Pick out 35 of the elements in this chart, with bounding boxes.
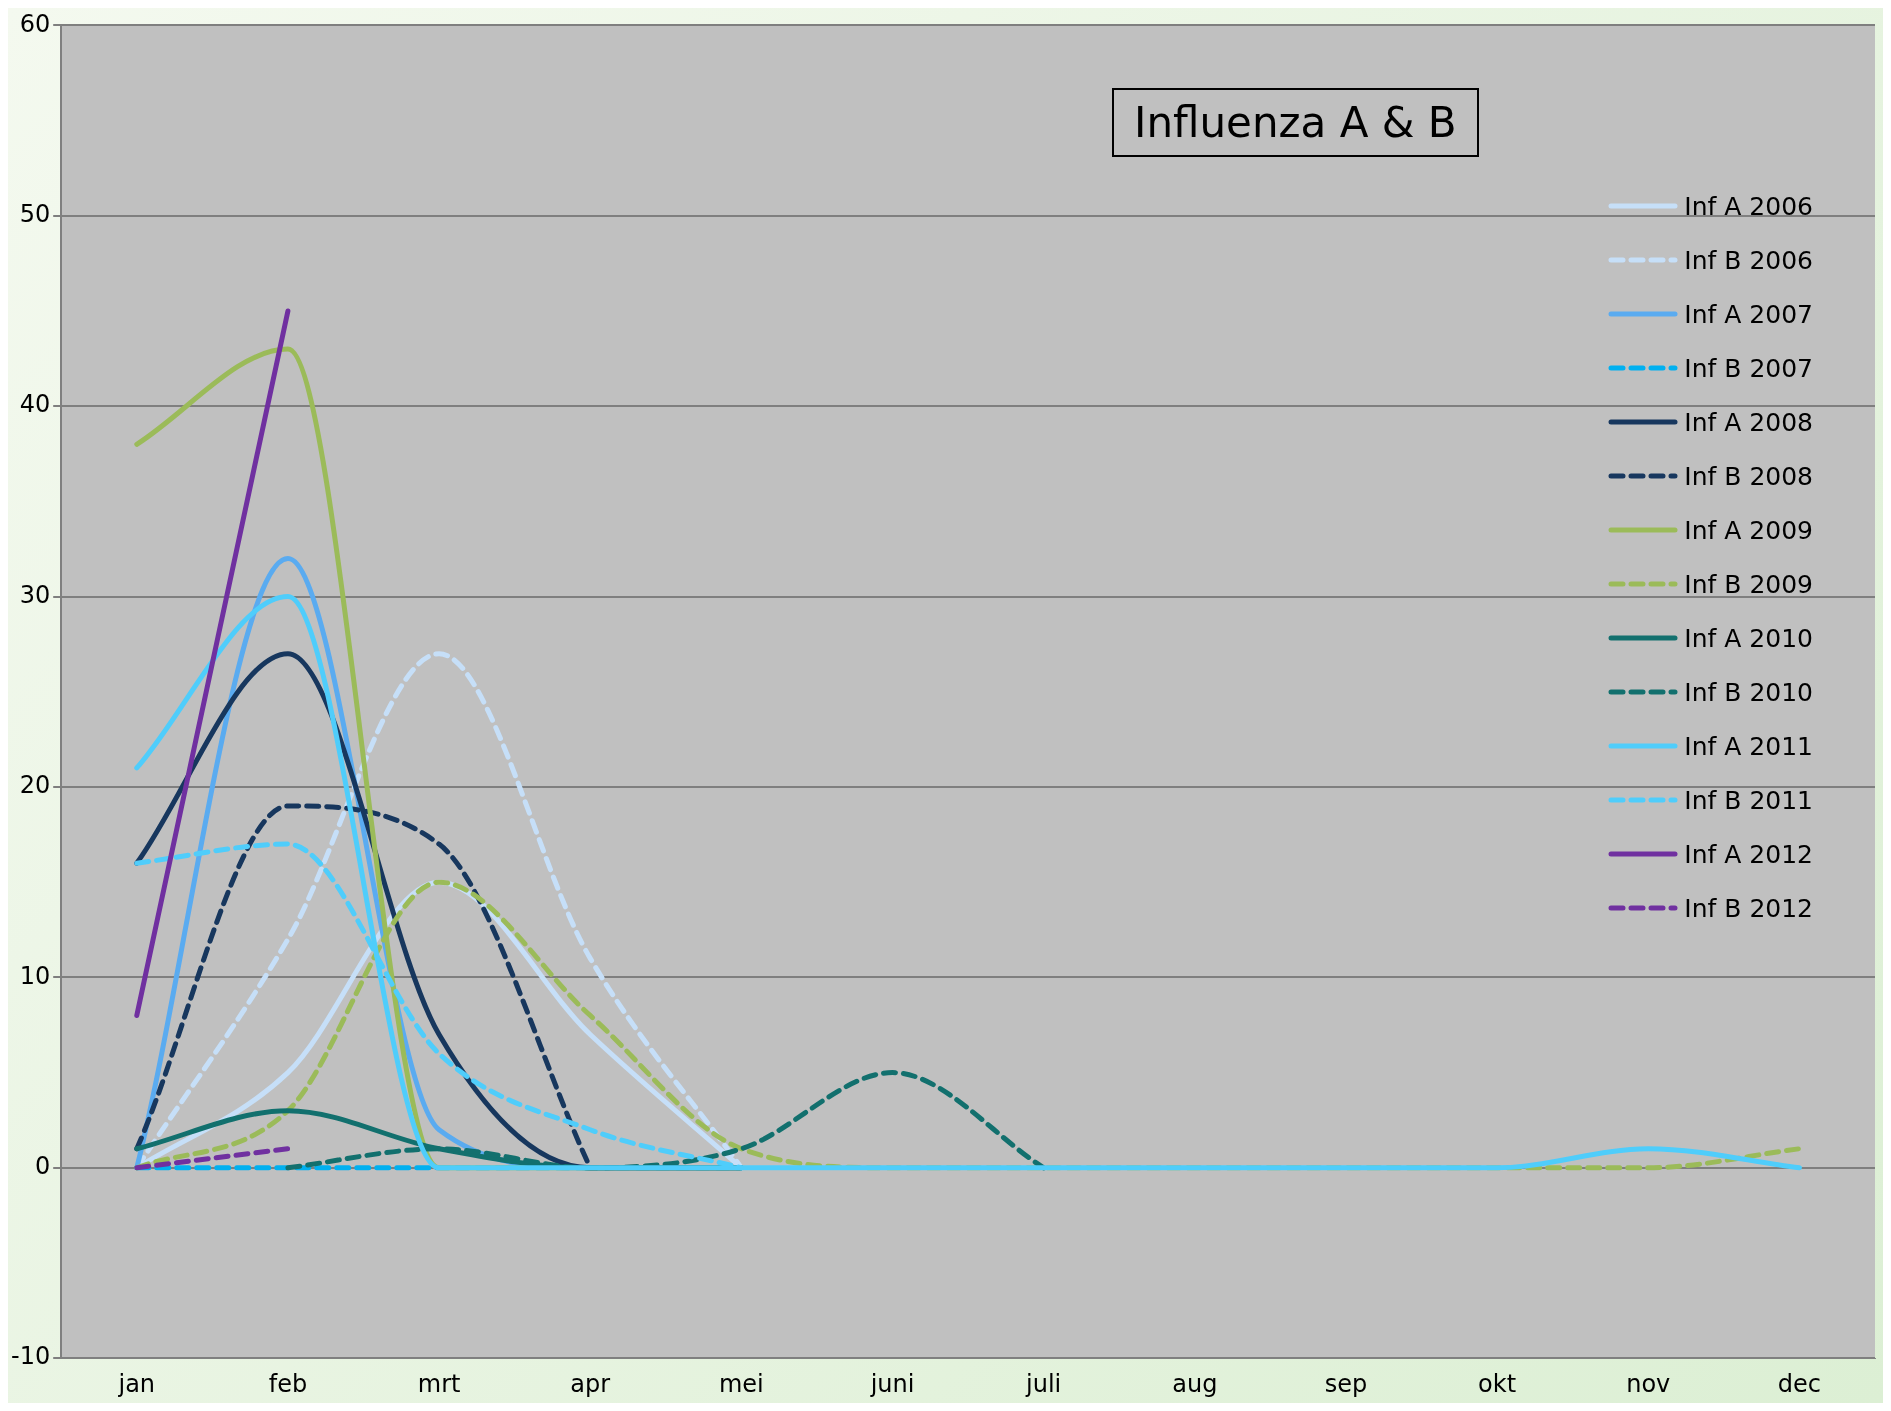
legend-label: Inf A 2006 bbox=[1684, 191, 1813, 221]
x-tick-label: mei bbox=[718, 1369, 764, 1398]
legend-label: Inf B 2010 bbox=[1684, 677, 1813, 707]
y-tick-label: 30 bbox=[19, 580, 51, 609]
x-tick-label: apr bbox=[570, 1369, 611, 1398]
legend-label: Inf B 2009 bbox=[1684, 569, 1813, 599]
x-tick-label: jan bbox=[117, 1369, 156, 1398]
y-tick-label: -10 bbox=[11, 1342, 51, 1371]
legend-label: Inf B 2011 bbox=[1684, 785, 1813, 815]
x-tick-label: okt bbox=[1478, 1369, 1517, 1398]
legend-label: Inf B 2008 bbox=[1684, 461, 1813, 491]
legend-label: Inf B 2006 bbox=[1684, 245, 1813, 275]
x-tick-label: feb bbox=[268, 1369, 308, 1398]
y-tick-label: 10 bbox=[19, 961, 51, 990]
x-tick-label: nov bbox=[1626, 1369, 1671, 1398]
legend-label: Inf A 2012 bbox=[1684, 839, 1813, 869]
x-tick-label: juni bbox=[869, 1369, 915, 1398]
legend-label: Inf A 2011 bbox=[1684, 731, 1813, 761]
legend-label: Inf A 2009 bbox=[1684, 515, 1813, 545]
x-tick-label: sep bbox=[1324, 1369, 1368, 1398]
legend-label: Inf A 2008 bbox=[1684, 407, 1813, 437]
x-tick-label: mrt bbox=[417, 1369, 461, 1398]
legend-label: Inf A 2007 bbox=[1684, 299, 1813, 329]
legend-label: Inf B 2012 bbox=[1684, 893, 1813, 923]
y-tick-label: 0 bbox=[34, 1152, 51, 1181]
x-tick-label: dec bbox=[1777, 1369, 1822, 1398]
legend-label: Inf A 2010 bbox=[1684, 623, 1813, 653]
y-tick-label: 20 bbox=[19, 771, 51, 800]
y-tick-label: 40 bbox=[19, 390, 51, 419]
x-tick-label: juli bbox=[1025, 1369, 1062, 1398]
text: Influenza A & B bbox=[1112, 88, 1479, 157]
legend-label: Inf B 2007 bbox=[1684, 353, 1813, 383]
x-tick-label: aug bbox=[1172, 1369, 1218, 1398]
y-tick-label: 50 bbox=[19, 200, 51, 229]
y-tick-label: 60 bbox=[19, 9, 51, 38]
